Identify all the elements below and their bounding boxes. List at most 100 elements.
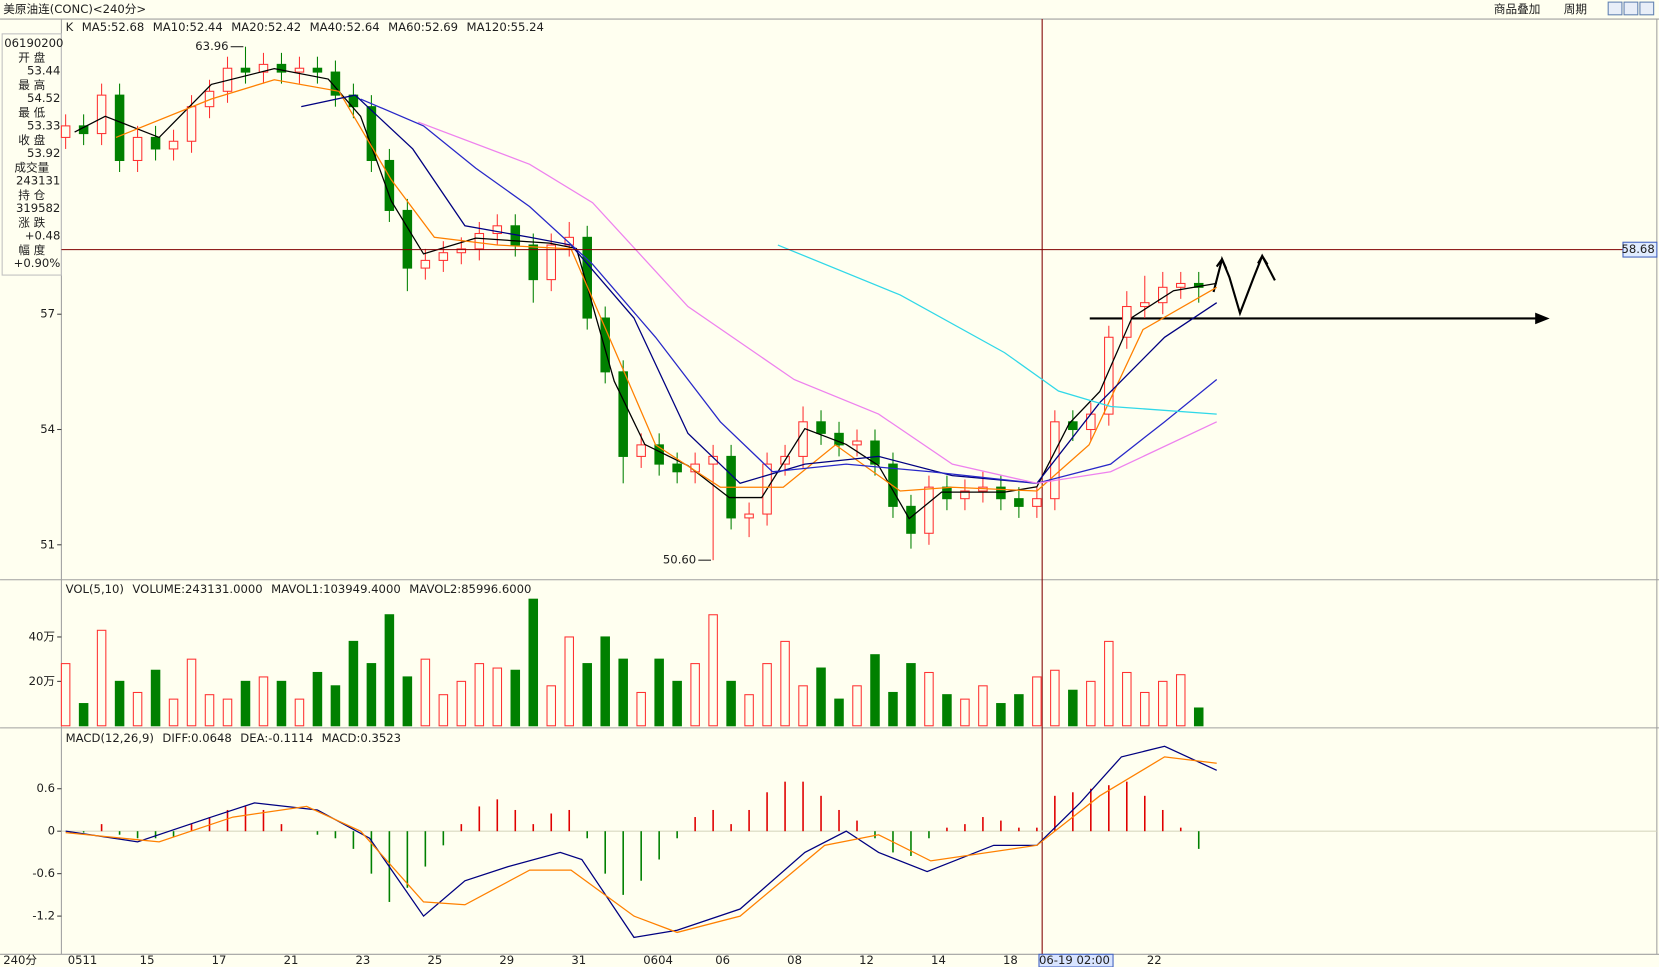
volume-bar xyxy=(708,614,718,727)
volume-bar xyxy=(96,629,107,727)
crosshair-date-box xyxy=(1038,953,1114,967)
period-label: 240分 xyxy=(3,953,37,967)
volume-bar xyxy=(276,680,287,727)
extreme-label: 63.96 xyxy=(195,39,228,53)
crosshair-value: 58.68 xyxy=(1621,242,1654,256)
volume-bar xyxy=(510,669,521,727)
volume-bar xyxy=(168,698,179,727)
menu-button[interactable]: 周期 xyxy=(1564,2,1587,16)
x-tick-label: 17 xyxy=(212,953,227,967)
info-panel-frame xyxy=(1,33,62,276)
legend-item: MA20:52.42 xyxy=(231,20,301,34)
nav-button[interactable] xyxy=(1639,1,1655,16)
legend-item: MA120:55.24 xyxy=(467,20,544,34)
candle-body xyxy=(60,125,71,138)
volume-bar xyxy=(1122,671,1132,727)
x-tick-label: 06 xyxy=(715,953,730,967)
legend-item: DIFF:0.0648 xyxy=(162,731,231,745)
volume-bar xyxy=(600,636,610,727)
nav-button[interactable] xyxy=(1607,1,1623,16)
candle-body xyxy=(942,486,952,500)
legend-item: MA10:52.44 xyxy=(153,20,223,34)
indicator-line xyxy=(360,98,1218,484)
candle-body xyxy=(906,505,916,534)
candle-body xyxy=(366,106,377,162)
candle-body xyxy=(654,444,664,465)
indicator-line xyxy=(777,244,1217,415)
volume-bar xyxy=(690,663,700,727)
nav-button[interactable] xyxy=(1623,1,1639,16)
volume-bar xyxy=(474,663,485,727)
volume-bar xyxy=(888,691,898,727)
legend-item: DEA:-0.1114 xyxy=(240,731,313,745)
x-tick-label: 0604 xyxy=(643,953,673,967)
candle-body xyxy=(744,513,754,519)
info-value: 53.92 xyxy=(27,146,60,160)
volume-bar xyxy=(240,680,251,727)
candle-body xyxy=(708,455,718,465)
info-label: 持 仓 xyxy=(18,188,45,202)
candle-body xyxy=(186,106,197,142)
y-tick-label: 0 xyxy=(48,824,55,838)
candle-body xyxy=(834,432,844,446)
volume-bar xyxy=(78,703,89,727)
panel-header: MACD:0.3523 xyxy=(322,731,401,745)
info-label: 成交量 xyxy=(14,161,49,175)
x-tick-label: 31 xyxy=(571,953,586,967)
legend-item: MA40:52.64 xyxy=(310,20,380,34)
candle-body xyxy=(168,140,179,150)
volume-bar xyxy=(852,685,862,727)
volume-bar xyxy=(348,640,359,727)
menu-button[interactable]: 商品叠加 xyxy=(1494,2,1541,16)
y-tick-label: 57 xyxy=(40,307,55,321)
volume-bar xyxy=(870,654,880,727)
candle-body xyxy=(294,67,305,73)
volume-bar xyxy=(582,663,592,727)
y-tick-label: -0.6 xyxy=(32,866,55,880)
volume-bar xyxy=(420,658,431,727)
candle-body xyxy=(492,225,503,235)
x-tick-label: 12 xyxy=(859,953,874,967)
candle-body xyxy=(1122,305,1132,338)
candle-body xyxy=(870,440,880,465)
candle-body xyxy=(276,63,287,73)
y-tick-label: -1.2 xyxy=(32,909,55,923)
crosshair-value-box xyxy=(1622,241,1658,258)
indicator-line xyxy=(65,756,1217,934)
x-tick-label: 29 xyxy=(499,953,514,967)
candle-body xyxy=(636,444,646,457)
candle-body xyxy=(1140,302,1150,308)
candle-body xyxy=(456,248,467,254)
volume-bar xyxy=(222,698,233,727)
volume-bar xyxy=(996,703,1006,727)
volume-bar xyxy=(672,680,682,727)
volume-bar xyxy=(150,669,161,727)
volume-bar xyxy=(1086,680,1096,727)
volume-bar xyxy=(744,694,754,727)
volume-bar xyxy=(114,680,125,727)
candle-body xyxy=(474,232,485,250)
volume-bar xyxy=(780,640,790,727)
info-label: 幅 度 xyxy=(18,243,45,257)
candle-body xyxy=(924,486,934,534)
legend-item: MA60:52.69 xyxy=(388,20,458,34)
indicator-line xyxy=(115,79,1218,492)
volume-bar xyxy=(564,636,574,727)
volume-bar xyxy=(438,694,449,727)
volume-bar xyxy=(1050,669,1060,727)
indicator-line xyxy=(301,94,1218,485)
extreme-label: 50.60 xyxy=(663,553,696,567)
candle-body xyxy=(528,244,539,281)
hand-drawn-annotation xyxy=(1089,253,1550,325)
info-label: 最 高 xyxy=(18,78,45,92)
x-tick-label: 14 xyxy=(931,953,946,967)
candle-body xyxy=(240,67,251,73)
legend-label: K xyxy=(66,20,74,34)
indicator-line xyxy=(65,745,1217,939)
volume-bar xyxy=(312,671,323,727)
candle-body xyxy=(798,421,808,457)
candle-body xyxy=(618,371,628,457)
volume-bar xyxy=(618,658,628,727)
info-label: 最 低 xyxy=(18,106,45,120)
